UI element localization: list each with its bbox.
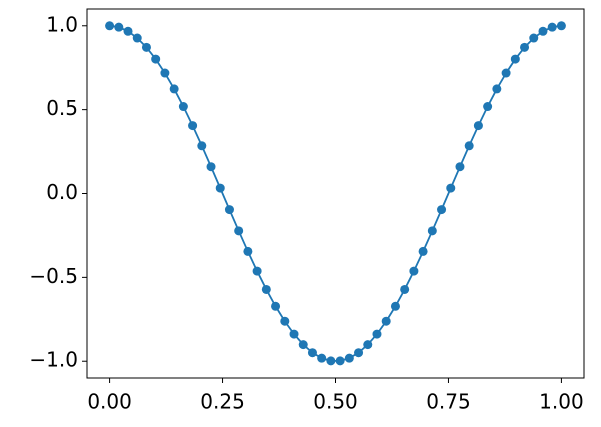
- point: [510, 54, 520, 64]
- x-tick-label: 0.25: [200, 390, 245, 414]
- point: [271, 301, 281, 311]
- point: [317, 353, 327, 363]
- point: [464, 141, 474, 151]
- point: [501, 68, 511, 78]
- x-tick-label: 1.00: [539, 390, 584, 414]
- point: [123, 26, 133, 36]
- point: [520, 42, 530, 52]
- point: [455, 162, 465, 172]
- point: [188, 121, 198, 131]
- point: [473, 121, 483, 131]
- y-tick-label: 0.0: [46, 180, 78, 204]
- point: [363, 340, 373, 350]
- point: [372, 329, 382, 339]
- plot-frame: [86, 8, 585, 379]
- y-tick-label: −0.5: [29, 264, 78, 288]
- point: [446, 183, 456, 193]
- point: [381, 316, 391, 326]
- point: [234, 226, 244, 236]
- point: [556, 21, 566, 31]
- point: [538, 26, 548, 36]
- point: [178, 102, 188, 112]
- point: [492, 84, 502, 94]
- point: [298, 340, 308, 350]
- point: [132, 33, 142, 43]
- y-tick-label: 1.0: [46, 12, 78, 36]
- point: [289, 329, 299, 339]
- point: [418, 246, 428, 256]
- point: [141, 42, 151, 52]
- point: [160, 68, 170, 78]
- point: [114, 22, 124, 32]
- point: [427, 226, 437, 236]
- point: [529, 33, 539, 43]
- point: [390, 301, 400, 311]
- point: [215, 183, 225, 193]
- point: [409, 266, 419, 276]
- point: [335, 356, 345, 366]
- point: [354, 348, 364, 358]
- point: [151, 54, 161, 64]
- point: [169, 84, 179, 94]
- point: [547, 22, 557, 32]
- x-tick-label: 0.50: [313, 390, 358, 414]
- point: [243, 246, 253, 256]
- point: [307, 348, 317, 358]
- x-tick-label: 0.75: [426, 390, 471, 414]
- point: [206, 162, 216, 172]
- point: [105, 21, 115, 31]
- point: [224, 205, 234, 215]
- point: [280, 316, 290, 326]
- point: [344, 353, 354, 363]
- y-tick-label: 0.5: [46, 96, 78, 120]
- point: [483, 102, 493, 112]
- x-tick-label: 0.00: [87, 390, 132, 414]
- point: [197, 141, 207, 151]
- series-line: [109, 24, 562, 362]
- point: [252, 266, 262, 276]
- y-tick-label: −1.0: [29, 348, 78, 372]
- point: [400, 284, 410, 294]
- point: [326, 356, 336, 366]
- point: [261, 284, 271, 294]
- point: [437, 205, 447, 215]
